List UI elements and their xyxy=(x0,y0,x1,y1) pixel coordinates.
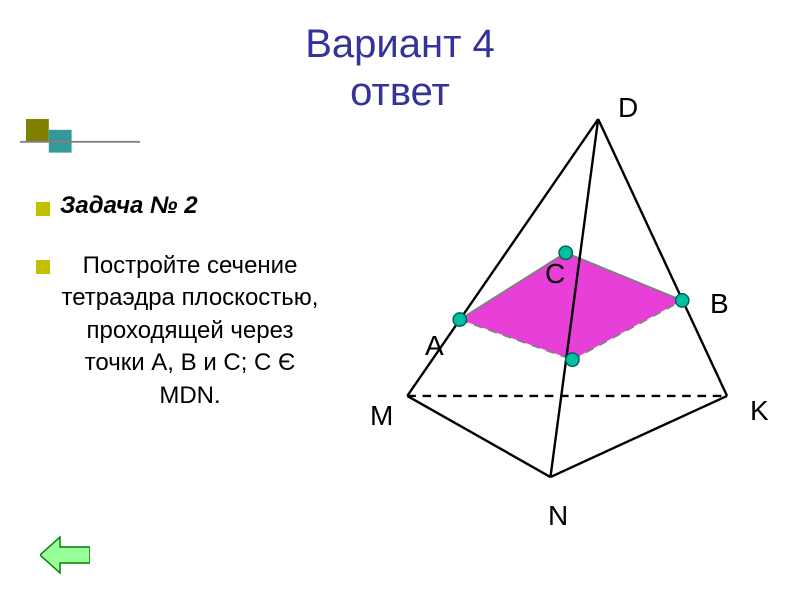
point-label: N xyxy=(548,500,568,532)
point-label: M xyxy=(370,400,393,432)
point-label: A xyxy=(425,330,444,362)
problem-text: Постройте сечение тетраэдра плоскостью, … xyxy=(60,250,320,412)
arrow-left-icon xyxy=(40,537,90,573)
back-arrow-button[interactable] xyxy=(40,535,90,575)
title-deco xyxy=(20,110,140,170)
bullet-icon xyxy=(36,202,50,216)
point-label: B xyxy=(710,288,729,320)
problem-number: Задача № 2 xyxy=(60,192,198,220)
tetrahedron-diagram xyxy=(350,100,770,520)
point-label: D xyxy=(618,92,638,124)
deco-square-olive xyxy=(26,119,49,142)
point-label: K xyxy=(750,395,769,427)
title-line1: Вариант 4 xyxy=(305,22,495,66)
bullet-icon xyxy=(36,260,50,274)
point-label: C xyxy=(545,258,565,290)
